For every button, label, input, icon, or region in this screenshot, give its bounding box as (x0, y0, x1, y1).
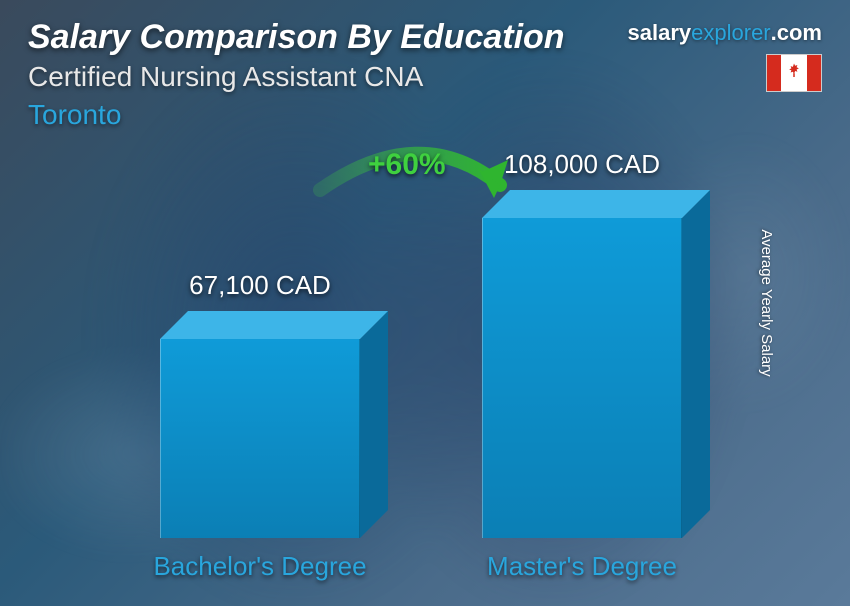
chart-location: Toronto (28, 99, 822, 131)
canada-flag-icon (766, 54, 822, 92)
brand-suffix: .com (771, 20, 822, 45)
brand-block: salaryexplorer.com (628, 20, 822, 97)
maple-leaf-icon (785, 62, 803, 84)
increase-percentage: +60% (368, 148, 446, 182)
brand-main: salary (628, 20, 692, 45)
brand-text: salaryexplorer.com (628, 20, 822, 45)
y-axis-label: Average Yearly Salary (758, 229, 775, 376)
brand-accent: explorer (691, 20, 770, 45)
